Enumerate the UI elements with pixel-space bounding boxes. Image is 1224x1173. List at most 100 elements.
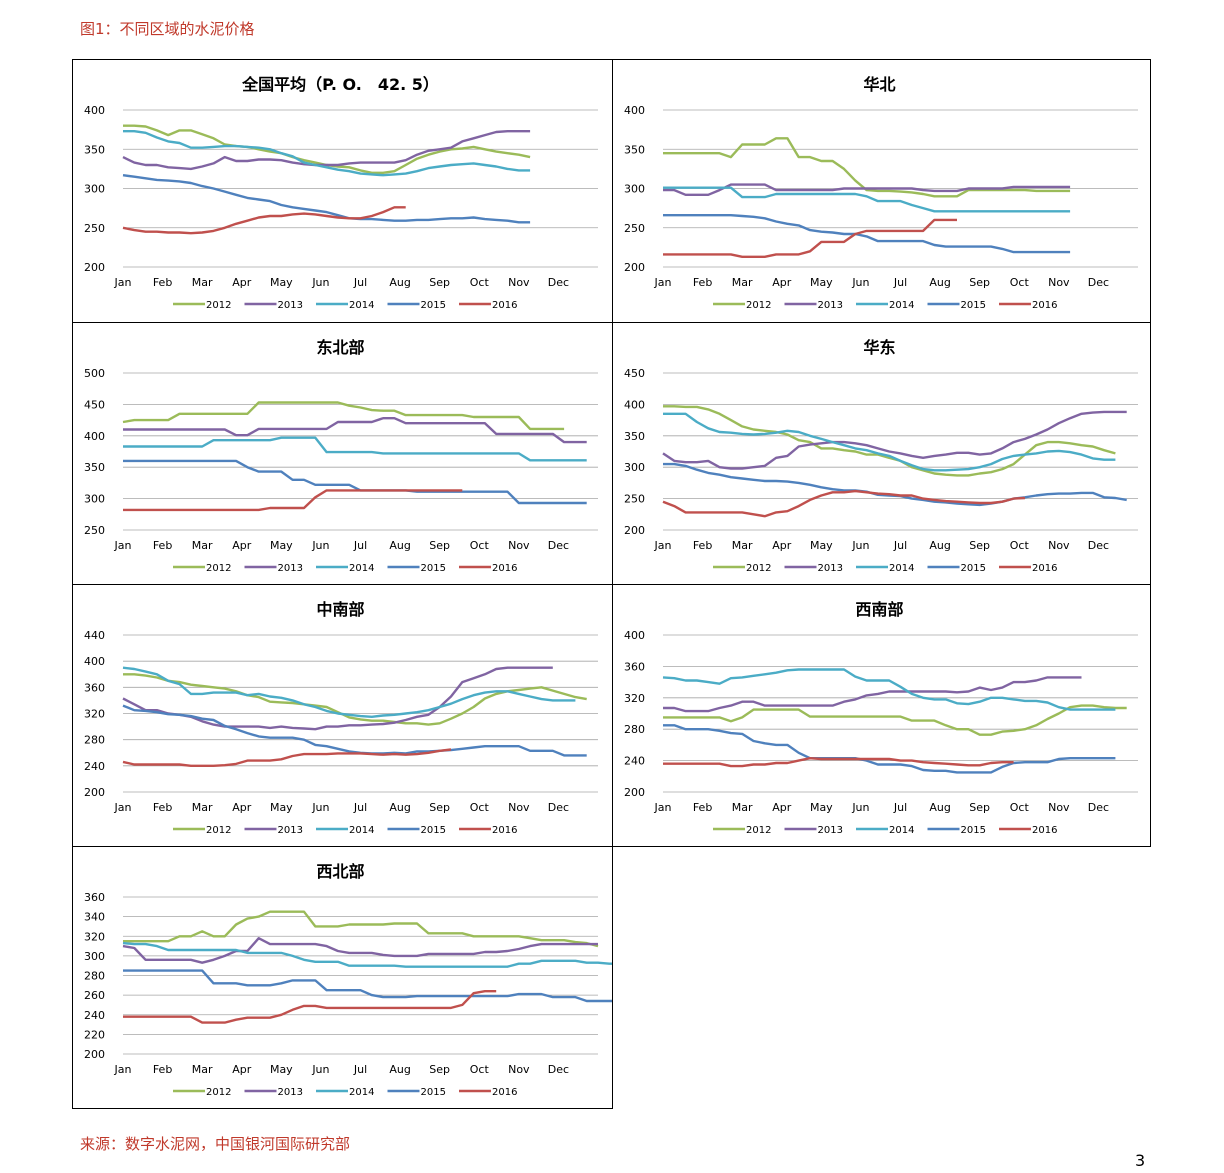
x-tick-label: Dec — [1088, 539, 1109, 552]
x-tick-label: Jul — [893, 801, 907, 814]
y-tick-label: 450 — [84, 398, 105, 411]
y-tick-label: 450 — [624, 367, 645, 380]
x-tick-label: Apr — [232, 276, 252, 289]
chart-panel-southwest: 西南部 200 240 280 320 360 400 Jan Feb Mar Apr May Jun J… — [612, 584, 1151, 847]
x-tick-label: Mar — [732, 276, 753, 289]
x-tick-label: Feb — [153, 1063, 172, 1076]
x-tick-label: Apr — [232, 539, 252, 552]
x-tick-label: Sep — [429, 801, 450, 814]
y-tick-label: 300 — [84, 183, 105, 196]
x-tick-label: Oct — [1010, 276, 1030, 289]
x-tick-label: Mar — [192, 539, 213, 552]
legend-label: 2016 — [1032, 563, 1057, 574]
series-line-2014 — [122, 666, 576, 719]
x-tick-label: Nov — [1048, 276, 1070, 289]
x-tick-label: Oct — [470, 276, 490, 289]
x-tick-label: Apr — [232, 801, 252, 814]
legend-label: 2012 — [206, 1087, 231, 1098]
legend-label: 2015 — [421, 1087, 446, 1098]
x-tick-label: Nov — [508, 276, 530, 289]
x-tick-label: Jun — [311, 1063, 329, 1076]
x-tick-label: Jul — [893, 276, 907, 289]
series-line-2016 — [662, 489, 1025, 518]
series-line-2014 — [663, 186, 1071, 213]
y-tick-label: 360 — [84, 681, 105, 694]
chart-svg: 西北部 200 220 240 260 280 300 320 340 360 Jan Feb Mar A… — [84, 862, 612, 1098]
series-line-2014 — [123, 129, 531, 177]
legend-label: 2014 — [889, 300, 914, 311]
legend-label: 2016 — [492, 563, 517, 574]
x-tick-label: Feb — [153, 276, 172, 289]
legend-label: 2016 — [492, 300, 517, 311]
x-tick-label: Sep — [969, 276, 990, 289]
x-tick-label: May — [810, 276, 833, 289]
y-tick-label: 200 — [624, 524, 645, 537]
legend-label: 2015 — [961, 825, 986, 836]
chart-title: 西南部 — [855, 600, 903, 619]
x-tick-label: Aug — [929, 276, 950, 289]
x-tick-label: Jun — [851, 276, 869, 289]
chart-panel-central-south: 中南部 200 240 280 320 360 400 440 Jan Feb Mar Apr May J… — [72, 584, 613, 847]
y-tick-label: 240 — [624, 755, 645, 768]
x-tick-label: Sep — [429, 1063, 450, 1076]
legend-label: 2016 — [1032, 300, 1057, 311]
y-tick-label: 280 — [84, 970, 105, 983]
legend-label: 2014 — [889, 825, 914, 836]
series-line-2014 — [663, 412, 1116, 472]
legend-label: 2014 — [349, 825, 374, 836]
series-line-2013 — [663, 676, 1082, 713]
series-line-2016 — [122, 748, 452, 768]
chart-panel-national: 全国平均（P. O. 42. 5） 200 250 300 350 400 Jan Feb Ma… — [72, 59, 613, 323]
x-tick-label: Oct — [470, 801, 490, 814]
y-tick-label: 440 — [84, 629, 105, 642]
x-tick-label: Mar — [732, 801, 753, 814]
legend-label: 2012 — [746, 300, 771, 311]
series-line-2015 — [663, 724, 1116, 774]
x-tick-label: Jan — [114, 276, 132, 289]
series-line-2012 — [122, 401, 565, 431]
y-tick-label: 250 — [624, 493, 645, 506]
x-tick-label: Jun — [311, 539, 329, 552]
x-tick-label: Mar — [732, 539, 753, 552]
series-line-2013 — [663, 183, 1071, 197]
x-tick-label: Dec — [548, 539, 569, 552]
legend-label: 2013 — [818, 825, 843, 836]
series-line-2013 — [662, 410, 1127, 470]
x-tick-label: May — [270, 539, 293, 552]
x-tick-label: Aug — [389, 1063, 410, 1076]
series-line-2014 — [122, 941, 612, 968]
series-line-2012 — [663, 405, 1116, 477]
series-line-2013 — [122, 666, 553, 731]
y-tick-label: 350 — [624, 143, 645, 156]
y-tick-label: 200 — [84, 786, 105, 799]
figure-title: 图1：不同区域的水泥价格 — [80, 20, 255, 38]
x-tick-label: Sep — [429, 276, 450, 289]
series-line-2016 — [122, 206, 406, 235]
x-tick-label: Jan — [114, 1063, 132, 1076]
legend-label: 2013 — [278, 300, 303, 311]
chart-title: 华北 — [863, 75, 895, 94]
x-tick-label: Feb — [153, 801, 172, 814]
x-tick-label: Sep — [429, 539, 450, 552]
y-tick-label: 400 — [624, 629, 645, 642]
y-tick-label: 200 — [624, 786, 645, 799]
series-line-2015 — [123, 459, 587, 505]
series-line-2012 — [663, 137, 1071, 198]
x-tick-label: Dec — [548, 276, 569, 289]
chart-svg: 华东 200 250 300 350 400 450 Jan Feb Mar Apr May Jun Ju… — [624, 338, 1138, 574]
chart-title: 华东 — [863, 338, 895, 357]
x-tick-label: Jun — [311, 276, 329, 289]
y-tick-label: 240 — [84, 760, 105, 773]
chart-svg: 西南部 200 240 280 320 360 400 Jan Feb Mar Apr May Jun J… — [624, 600, 1138, 836]
x-tick-label: Nov — [508, 1063, 530, 1076]
x-tick-label: Aug — [389, 801, 410, 814]
x-tick-label: Apr — [772, 801, 792, 814]
x-tick-label: Dec — [548, 1063, 569, 1076]
y-tick-label: 360 — [84, 891, 105, 904]
x-tick-label: Aug — [389, 276, 410, 289]
y-tick-label: 250 — [84, 222, 105, 235]
legend-label: 2014 — [349, 1087, 374, 1098]
x-tick-label: Apr — [232, 1063, 252, 1076]
x-tick-label: Nov — [1048, 801, 1070, 814]
x-tick-label: Feb — [693, 801, 712, 814]
